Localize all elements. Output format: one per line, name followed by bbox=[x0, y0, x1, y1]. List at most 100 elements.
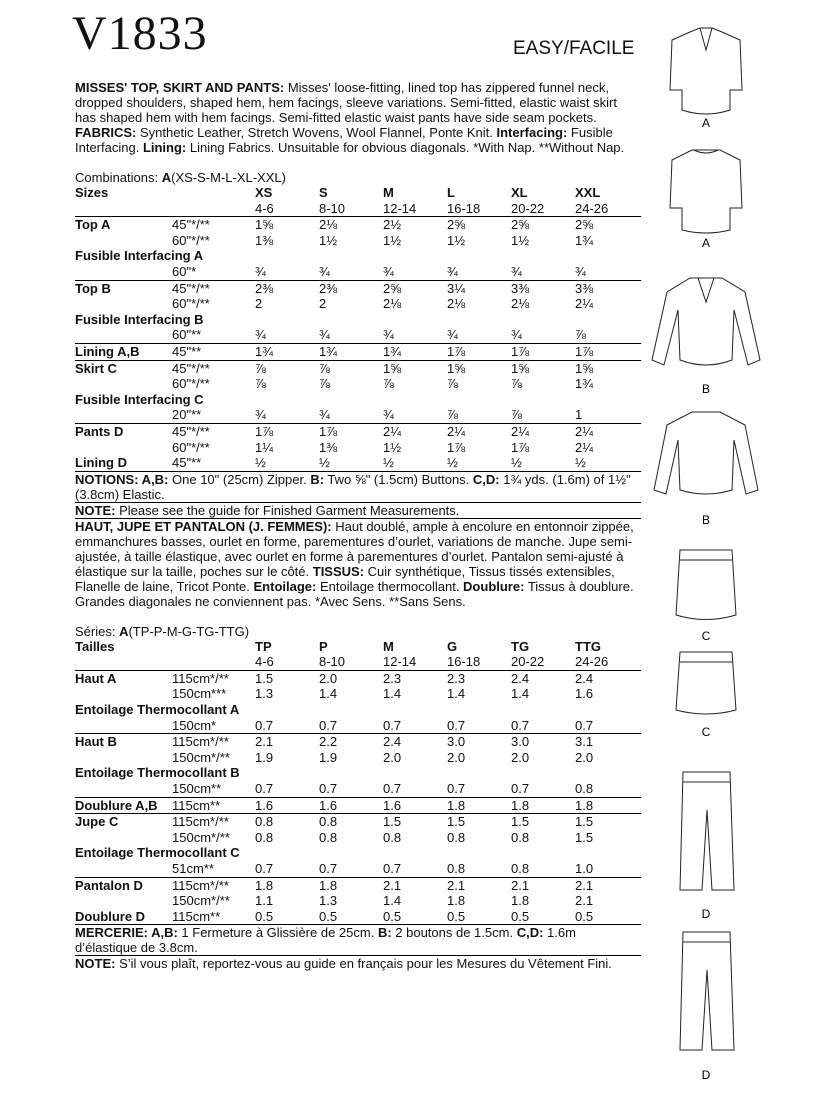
yardage: 1.5 bbox=[383, 814, 402, 830]
table-row: Fusible Interfacing B bbox=[75, 312, 641, 328]
view-label: B bbox=[702, 382, 710, 396]
yardage: 3¼ bbox=[447, 280, 466, 296]
yardage: 1½ bbox=[383, 439, 402, 455]
row-label: Haut A bbox=[75, 670, 117, 686]
table-row: 60"*/** 1⅜ 1½ 1½ 1½ 1½ 1¾ bbox=[75, 233, 641, 249]
yardage: 1¾ bbox=[255, 343, 274, 359]
size: G bbox=[447, 638, 458, 654]
yardage: 2½ bbox=[383, 217, 402, 233]
text-run: Synthetic Leather, Stretch Wovens, Wool … bbox=[136, 125, 497, 140]
yardage: 2¼ bbox=[575, 423, 594, 439]
yardage: 0.7 bbox=[383, 861, 402, 876]
yardage: 2.1 bbox=[575, 893, 594, 909]
table-section: Pantalon D 115cm*/** 1.8 1.8 2.1 2.1 2.1 2.1 150… bbox=[75, 876, 641, 925]
row-label bbox=[75, 781, 172, 797]
yardage: 2.4 bbox=[575, 670, 594, 686]
row-label bbox=[75, 830, 172, 846]
yardage: ½ bbox=[383, 455, 394, 471]
table-row: Pants D 45"*/** 1⅞ 1⅞ 2¼ 2¼ 2¼ 2¼ bbox=[75, 424, 641, 440]
text-run: Lining: bbox=[142, 140, 187, 155]
yardage: 0.8 bbox=[383, 829, 402, 845]
yardage: 0.7 bbox=[511, 717, 530, 733]
header-label: Sizes bbox=[75, 185, 109, 200]
yardage: 0.7 bbox=[319, 861, 338, 876]
yardage: 0.7 bbox=[383, 717, 402, 733]
yardage: 0.8 bbox=[511, 861, 530, 876]
header-label: Tailles bbox=[75, 638, 115, 654]
text-run: Doublure: bbox=[463, 578, 525, 594]
yardage: 1⅞ bbox=[447, 439, 466, 455]
text-run: C,D: bbox=[472, 471, 500, 487]
yardage: 3.0 bbox=[511, 734, 530, 750]
yardage: 1.6 bbox=[383, 797, 402, 813]
yardage: 1.3 bbox=[255, 686, 274, 702]
row-label bbox=[75, 718, 172, 734]
text-run: Entoilage: bbox=[253, 578, 317, 594]
yardage: 1.4 bbox=[511, 686, 530, 702]
table-row: 150cm*/** 0.8 0.8 0.8 0.8 0.8 1.5 bbox=[75, 830, 641, 846]
yardage: ¾ bbox=[255, 327, 266, 343]
table-section: Jupe C 115cm*/** 0.8 0.8 1.5 1.5 1.5 1.5 150cm*/… bbox=[75, 813, 641, 876]
fabric-width: 150cm*/** bbox=[172, 829, 230, 845]
table-row: 20"** ¾ ¾ ¾ ⅞ ⅞ 1 bbox=[75, 407, 641, 423]
fabric-width: 150cm*** bbox=[172, 686, 227, 702]
yardage: 2⅛ bbox=[319, 217, 338, 233]
instructions: MISSES' TOP, SKIRT AND PANTS: Misses' lo… bbox=[75, 80, 641, 971]
yardage: 0.8 bbox=[447, 829, 466, 845]
size-range: 20-22 bbox=[511, 654, 545, 670]
fabric-width: 60"** bbox=[172, 327, 202, 343]
spacer bbox=[172, 185, 255, 201]
fabric-width: 45"*/** bbox=[172, 360, 210, 376]
table-row: Pantalon D 115cm*/** 1.8 1.8 2.1 2.1 2.1 2.1 bbox=[75, 878, 641, 894]
text-run: Interfacing: bbox=[496, 125, 568, 140]
yardage: 1⅝ bbox=[575, 360, 594, 376]
yardage: 0.8 bbox=[319, 829, 338, 845]
yardage: 1½ bbox=[511, 232, 530, 248]
yardage: 1⅞ bbox=[511, 439, 530, 455]
spacer bbox=[75, 609, 641, 624]
yardage: 1⅞ bbox=[511, 343, 530, 359]
row-label: Fusible Interfacing B bbox=[75, 311, 204, 327]
spacer bbox=[75, 155, 641, 170]
yardage: 2⅝ bbox=[447, 217, 466, 233]
fabric-width: 60"*/** bbox=[172, 296, 210, 312]
yardage: ½ bbox=[575, 455, 586, 471]
yardage: 2.3 bbox=[447, 670, 466, 686]
size-range: 4-6 bbox=[255, 200, 274, 216]
yardage: ½ bbox=[319, 455, 330, 471]
size: XS bbox=[255, 185, 273, 200]
text-run: Haut doublé, ample à encolure en entonno… bbox=[75, 518, 634, 579]
yardage: 0.7 bbox=[319, 717, 338, 733]
table-row: 150cm*/** 1.1 1.3 1.4 1.8 1.8 2.1 bbox=[75, 893, 641, 909]
combinations: Séries: A(TP-P-M-G-TG-TTG) bbox=[75, 624, 641, 639]
yardage: 2.0 bbox=[383, 749, 402, 765]
size: M bbox=[383, 185, 394, 200]
text-run: B: bbox=[310, 471, 325, 487]
row-label: Fusible Interfacing C bbox=[75, 391, 204, 407]
yardage: 1⅝ bbox=[255, 217, 274, 233]
table-row: 150cm* 0.7 0.7 0.7 0.7 0.7 0.7 bbox=[75, 718, 641, 734]
yardage: 2¼ bbox=[575, 296, 594, 312]
yardage: 2.3 bbox=[383, 670, 402, 686]
yardage: 0.5 bbox=[319, 908, 338, 924]
text-run: Combinations: bbox=[75, 170, 162, 185]
top-b-back bbox=[653, 411, 759, 495]
yardage: ¾ bbox=[511, 327, 522, 343]
notions: NOTIONS: A,B: One 10" (25cm) Zipper. B: … bbox=[75, 470, 641, 502]
yardage: 1⅝ bbox=[447, 360, 466, 376]
yardage: 1.0 bbox=[575, 861, 594, 876]
yardage: ⅞ bbox=[383, 376, 394, 392]
row-label: Fusible Interfacing A bbox=[75, 248, 204, 264]
notions: MERCERIE: A,B: 1 Fermeture à Glissière d… bbox=[75, 924, 641, 955]
yardage: 2.1 bbox=[255, 734, 274, 750]
row-label: Skirt C bbox=[75, 360, 117, 376]
view-label: C bbox=[702, 629, 711, 643]
pants-d-back bbox=[679, 931, 735, 1051]
row-label bbox=[75, 296, 172, 312]
yardage: 2¼ bbox=[447, 423, 466, 439]
text-run: C,D: bbox=[516, 925, 544, 941]
yardage: ¾ bbox=[447, 327, 458, 343]
yardage: 0.7 bbox=[511, 781, 530, 797]
fabric-width: 60"*/** bbox=[172, 439, 210, 455]
yardage: 0.5 bbox=[447, 908, 466, 924]
